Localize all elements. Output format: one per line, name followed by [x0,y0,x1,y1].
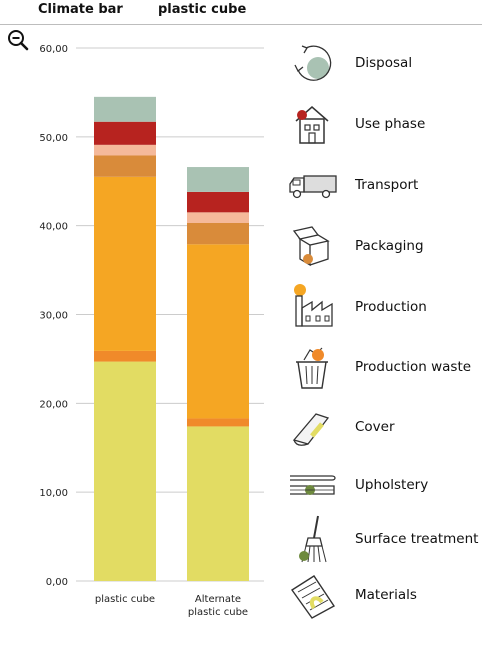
y-tick-label: 30,00 [39,311,68,322]
y-tick-label: 50,00 [39,133,68,144]
cover-icon [292,413,330,446]
zoom-out-icon[interactable] [7,29,29,51]
y-tick-label: 10,00 [39,488,68,499]
bar-segment [187,167,249,192]
upholstery-icon [290,475,336,495]
y-tick-label: 20,00 [39,399,68,410]
legend-label-use-phase: Use phase [355,116,426,132]
legend-label-disposal: Disposal [355,55,413,71]
y-tick-label: 0,00 [46,577,68,588]
bar-segment [94,144,156,156]
bar-segment [187,223,249,245]
bar-segment [94,155,156,177]
bar-segment [94,96,156,122]
surface-treatment-icon [299,515,327,563]
y-tick-label: 60,00 [39,44,68,55]
bar-segment [94,176,156,351]
bar-segment [187,212,249,224]
x-category-label: plastic cube [95,594,155,605]
legend-item-cover[interactable]: Cover [288,402,482,452]
legend-label-production: Production [355,299,427,315]
transport-icon [289,175,337,199]
header-bar: Climate bar plastic cube [0,0,482,25]
disposal-icon [294,45,332,81]
legend-item-disposal[interactable]: Disposal [288,38,482,88]
legend-item-packaging[interactable]: Packaging [288,221,482,271]
production-waste-icon [296,347,328,389]
legend-label-production-waste: Production waste [355,359,472,375]
legend-label-transport: Transport [355,177,419,193]
legend-label-materials: Materials [355,587,417,603]
legend-item-materials[interactable]: Materials [288,570,482,620]
bar-segment [187,418,249,427]
legend-label-cover: Cover [355,419,395,435]
legend-label-packaging: Packaging [355,238,424,254]
legend-item-use-phase[interactable]: Use phase [288,99,482,149]
header-product-name: plastic cube [158,2,247,17]
legend-item-surface-treatment[interactable]: Surface treatment [288,514,482,564]
materials-icon [291,575,336,619]
legend-item-upholstery[interactable]: Upholstery [288,460,482,510]
header-title: Climate bar [38,2,123,17]
packaging-icon [292,226,330,267]
climate-bar-chart: 0,00 10,00 20,00 30,00 40,00 50,00 60,00 plasti… [39,44,264,618]
legend-item-production-waste[interactable]: Production waste [288,342,482,392]
bar-segment [187,191,249,213]
y-tick-label: 40,00 [39,222,68,233]
production-icon [294,284,333,327]
legend-label-upholstery: Upholstery [355,477,429,493]
bar-segment [187,244,249,419]
legend-item-transport[interactable]: Transport [288,160,482,210]
bar-segment [94,361,156,581]
bar-segment [94,350,156,362]
use-phase-icon [295,106,329,144]
legend-item-production[interactable]: Production [288,282,482,332]
x-category-label: Alternate plastic cube [188,594,248,618]
bar-segment [187,426,249,581]
bar-segment [94,121,156,145]
legend-label-surface-treatment: Surface treatment [355,531,479,547]
